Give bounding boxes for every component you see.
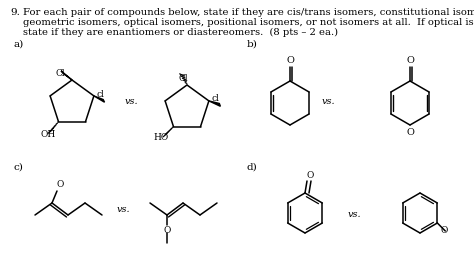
Text: OH: OH <box>40 130 56 138</box>
Text: cl: cl <box>212 94 220 103</box>
Text: a): a) <box>14 40 24 49</box>
Text: O: O <box>407 128 415 137</box>
Text: b): b) <box>247 40 258 49</box>
Text: For each pair of compounds below, state if they are cis/trans isomers, constitut: For each pair of compounds below, state … <box>23 8 474 17</box>
Text: Cl: Cl <box>179 74 189 83</box>
Text: vs.: vs. <box>117 205 131 214</box>
Polygon shape <box>209 101 220 106</box>
Text: c): c) <box>14 163 24 172</box>
Text: vs.: vs. <box>125 97 138 106</box>
Text: O: O <box>164 226 172 235</box>
Text: state if they are enantiomers or diastereomers.  (8 pts – 2 ea.): state if they are enantiomers or diaster… <box>23 28 338 37</box>
Text: d): d) <box>247 163 258 172</box>
Text: O: O <box>407 56 415 65</box>
Text: O: O <box>287 56 295 65</box>
Text: vs.: vs. <box>348 210 362 219</box>
Text: 9.: 9. <box>10 8 20 17</box>
Polygon shape <box>61 71 72 80</box>
Text: O: O <box>307 171 314 180</box>
Text: O: O <box>57 180 64 189</box>
Text: geometric isomers, optical isomers, positional isomers, or not isomers at all.  : geometric isomers, optical isomers, posi… <box>23 18 474 27</box>
Text: Cl: Cl <box>56 69 65 78</box>
Text: vs.: vs. <box>322 97 336 106</box>
Text: O: O <box>440 226 448 235</box>
Text: cl: cl <box>97 90 105 99</box>
Polygon shape <box>94 96 105 102</box>
Text: HO: HO <box>154 133 169 142</box>
